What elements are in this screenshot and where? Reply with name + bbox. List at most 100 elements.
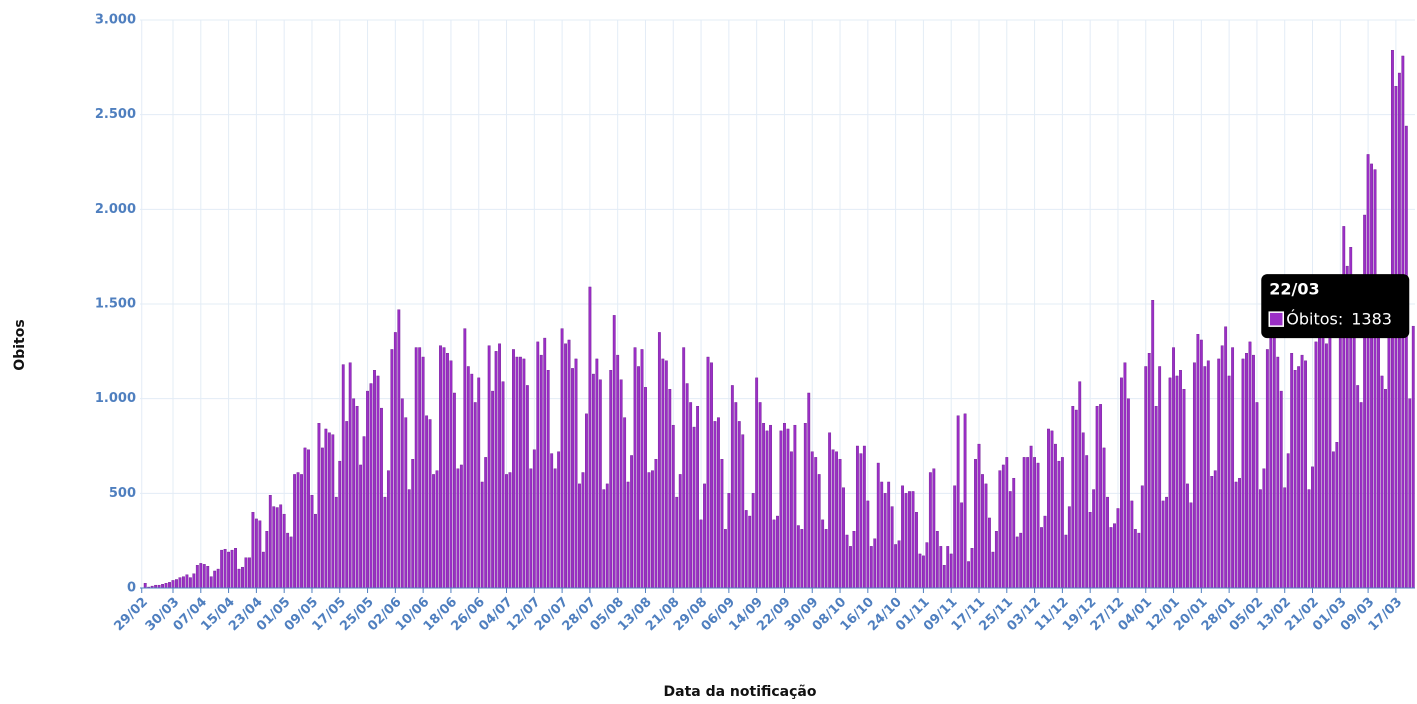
bar bbox=[828, 432, 832, 589]
y-axis-title: Obitos bbox=[12, 319, 28, 370]
y-tick-label: 500 bbox=[109, 486, 136, 501]
bar bbox=[967, 561, 970, 589]
bar bbox=[414, 347, 418, 589]
bar bbox=[1092, 489, 1096, 589]
bar bbox=[1081, 432, 1085, 589]
bar bbox=[710, 362, 713, 589]
y-tick-label: 2.500 bbox=[95, 107, 136, 122]
bar bbox=[512, 349, 515, 589]
bar bbox=[508, 472, 512, 589]
tooltip-title: 22/03 bbox=[1269, 280, 1319, 299]
bar bbox=[734, 402, 738, 589]
bar bbox=[1252, 354, 1255, 589]
bar bbox=[1356, 385, 1360, 589]
bar bbox=[373, 370, 376, 589]
bar bbox=[1245, 353, 1248, 589]
bar bbox=[1161, 500, 1165, 589]
bar bbox=[366, 390, 369, 589]
bar bbox=[988, 517, 991, 589]
bar bbox=[932, 468, 936, 589]
bar bbox=[1279, 390, 1283, 589]
bar bbox=[241, 566, 244, 589]
bar bbox=[633, 347, 637, 589]
bar bbox=[918, 553, 922, 589]
bar bbox=[1408, 398, 1412, 589]
bar bbox=[310, 495, 314, 589]
bar bbox=[265, 531, 269, 589]
bar bbox=[289, 536, 293, 589]
bar bbox=[192, 573, 196, 589]
bar bbox=[644, 387, 647, 589]
bar bbox=[647, 472, 651, 589]
bar bbox=[796, 525, 800, 589]
bar bbox=[769, 424, 772, 589]
bar bbox=[1217, 358, 1221, 589]
bar bbox=[939, 546, 943, 589]
bar bbox=[171, 580, 175, 589]
bar bbox=[220, 549, 224, 589]
bar bbox=[213, 570, 217, 589]
bar bbox=[1033, 457, 1037, 589]
bar bbox=[755, 377, 759, 589]
bar bbox=[963, 413, 967, 589]
bar bbox=[300, 474, 303, 589]
bar bbox=[678, 474, 682, 589]
bar bbox=[803, 423, 807, 589]
bar bbox=[279, 504, 283, 589]
bar bbox=[730, 385, 734, 589]
bar bbox=[376, 375, 380, 589]
bar bbox=[1314, 341, 1318, 589]
bar bbox=[1192, 362, 1196, 589]
bar bbox=[282, 513, 286, 589]
bar bbox=[619, 379, 623, 589]
bar bbox=[1012, 477, 1016, 589]
bar bbox=[1366, 154, 1370, 589]
bar bbox=[546, 370, 550, 589]
bar bbox=[894, 544, 898, 589]
bar bbox=[202, 564, 206, 589]
bar bbox=[400, 398, 404, 589]
bar bbox=[887, 481, 891, 589]
bar bbox=[1168, 377, 1172, 589]
bar bbox=[564, 343, 567, 589]
bar bbox=[880, 481, 884, 589]
bar bbox=[578, 483, 581, 589]
bar bbox=[334, 496, 338, 589]
bar bbox=[164, 583, 168, 589]
bar bbox=[484, 457, 488, 589]
bar bbox=[609, 370, 613, 589]
bar bbox=[977, 443, 981, 589]
bar bbox=[515, 356, 519, 589]
bar bbox=[956, 415, 960, 589]
labels: 05001.0001.5002.0002.5003.00029/0230/030… bbox=[95, 13, 1415, 634]
bar bbox=[890, 506, 894, 589]
bar bbox=[800, 529, 804, 589]
bar bbox=[623, 417, 627, 589]
bar bbox=[744, 510, 748, 589]
bar bbox=[661, 358, 665, 589]
bar bbox=[1064, 534, 1068, 589]
bar bbox=[901, 485, 904, 589]
bar bbox=[713, 421, 717, 589]
bar bbox=[1328, 301, 1332, 589]
bar bbox=[216, 568, 220, 589]
bar bbox=[675, 496, 679, 589]
bar bbox=[807, 392, 811, 589]
bar bbox=[494, 351, 498, 589]
bar bbox=[685, 383, 689, 589]
bar bbox=[727, 493, 731, 589]
bar bbox=[640, 349, 644, 589]
bar bbox=[1255, 402, 1259, 589]
grid bbox=[140, 19, 1415, 589]
bar bbox=[859, 453, 863, 589]
bar bbox=[473, 402, 477, 589]
bar bbox=[522, 358, 526, 589]
tooltip-value: 1383 bbox=[1351, 310, 1392, 329]
bar bbox=[317, 423, 321, 589]
bar bbox=[1067, 506, 1071, 589]
bar bbox=[286, 532, 290, 589]
bar bbox=[842, 487, 845, 589]
bar bbox=[383, 496, 387, 589]
bar bbox=[630, 455, 634, 589]
